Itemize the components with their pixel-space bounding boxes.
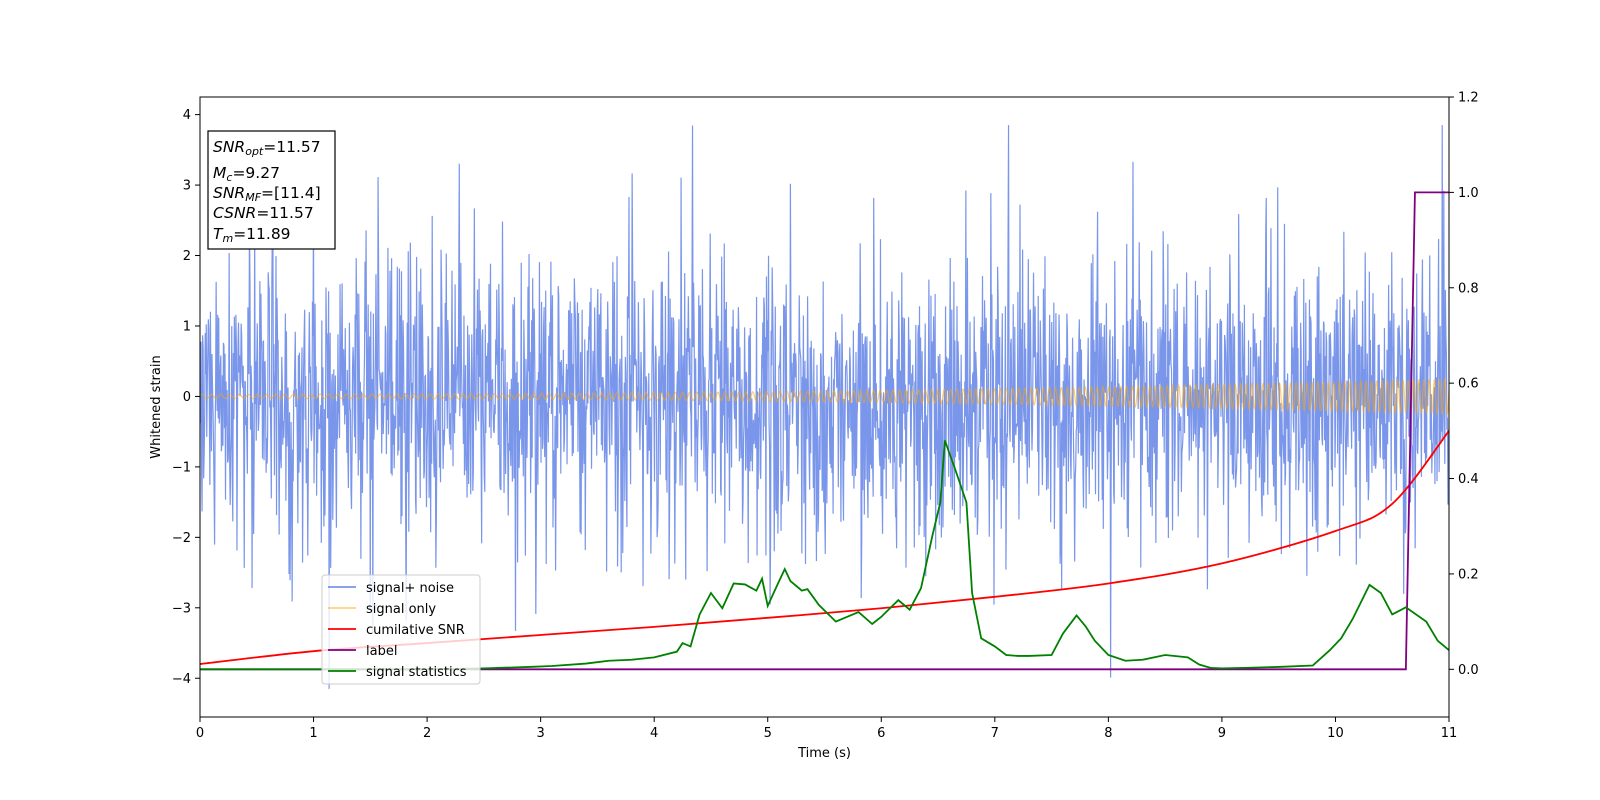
info-line: SNRMF=[11.4]: [213, 184, 321, 204]
x-axis-title: Time (s): [797, 746, 851, 761]
legend-label: label: [366, 644, 397, 659]
y2-tick-label: 1.2: [1458, 91, 1479, 106]
y-tick-label: 2: [183, 249, 191, 264]
y-tick-label: −2: [172, 531, 191, 546]
y-axis-title: Whitened strain: [149, 355, 164, 458]
x-tick-label: 4: [650, 726, 658, 741]
x-tick-label: 3: [536, 726, 544, 741]
legend-label: signal+ noise: [366, 581, 454, 596]
x-tick-label: 8: [1104, 726, 1112, 741]
y-axis-left: 4 3 2 1 0 −1 −2 −3 −4: [172, 108, 200, 687]
x-tick-label: 6: [877, 726, 885, 741]
info-line: Mc=9.27: [213, 164, 280, 184]
legend-label: cumilative SNR: [366, 623, 465, 638]
x-tick-label: 1: [309, 726, 317, 741]
x-tick-label: 11: [1441, 726, 1458, 741]
y-tick-label: 0: [183, 390, 191, 405]
y-tick-label: −3: [172, 601, 191, 616]
y-tick-label: 3: [183, 179, 191, 194]
x-tick-label: 2: [423, 726, 431, 741]
y-tick-label: −4: [172, 672, 191, 687]
legend: signal+ noise signal only cumilative SNR la…: [322, 575, 480, 684]
y2-tick-label: 0.4: [1458, 472, 1479, 487]
y-tick-label: 4: [183, 108, 191, 123]
x-tick-label: 7: [991, 726, 999, 741]
y-axis-right: 1.2 1.0 0.8 0.6 0.4 0.2 0.0: [1449, 91, 1479, 678]
info-line: SNRopt=11.57: [213, 138, 321, 158]
x-tick-label: 9: [1218, 726, 1226, 741]
info-line: CSNR=11.57: [213, 204, 314, 222]
y-tick-label: 1: [183, 319, 191, 334]
y2-tick-label: 0.8: [1458, 281, 1479, 296]
y2-tick-label: 1.0: [1458, 186, 1479, 201]
x-tick-label: 0: [196, 726, 204, 741]
y2-tick-label: 0.6: [1458, 377, 1479, 392]
legend-label: signal statistics: [366, 665, 467, 680]
x-axis: 0 1 2 3 4 5 6 7 8 9 10 11: [196, 717, 1457, 741]
x-tick-label: 5: [764, 726, 772, 741]
info-annotation-box: SNRopt=11.57 Mc=9.27SNRMF=[11.4]CSNR=11.5…: [208, 131, 335, 249]
y2-tick-label: 0.2: [1458, 567, 1479, 582]
y-tick-label: −1: [172, 460, 191, 475]
y2-tick-label: 0.0: [1458, 663, 1479, 678]
x-tick-label: 10: [1327, 726, 1344, 741]
legend-label: signal only: [366, 602, 436, 617]
